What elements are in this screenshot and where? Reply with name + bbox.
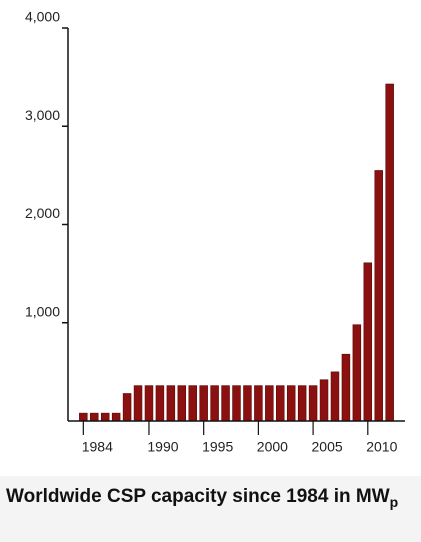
bar <box>385 83 394 422</box>
bar <box>111 412 121 422</box>
bar <box>133 385 143 422</box>
y-tick-label: 3,000 <box>25 107 60 123</box>
bar <box>90 412 99 422</box>
y-tick-label: 4,000 <box>25 9 60 25</box>
bar <box>79 412 88 422</box>
bar <box>210 385 219 422</box>
title-text: Worldwide CSP capacity since 1984 in MW <box>6 486 390 507</box>
bar <box>243 385 252 422</box>
y-tick-label: 2,000 <box>25 205 60 221</box>
bar <box>122 393 132 422</box>
bar <box>144 385 154 422</box>
bar <box>297 385 307 422</box>
bar <box>319 379 329 422</box>
bar <box>177 385 187 422</box>
bar <box>100 412 110 422</box>
x-tick-label: 1995 <box>202 439 233 455</box>
bar <box>352 324 362 422</box>
x-tick-label: 2010 <box>366 439 397 455</box>
bar <box>286 385 296 422</box>
bar <box>276 385 285 422</box>
bar <box>374 170 383 422</box>
bar <box>166 385 176 422</box>
bar <box>199 385 208 422</box>
y-tick-label: 1,000 <box>25 303 60 319</box>
x-tick-label: 2005 <box>312 439 343 455</box>
chart: 1,000 2,000 3,000 4,000 1984 1990 1995 2000 2005… <box>25 9 405 455</box>
bar <box>188 385 197 422</box>
caption-bg <box>0 476 421 542</box>
bar <box>330 371 340 422</box>
bar <box>341 353 351 422</box>
title-subscript: p <box>389 493 399 510</box>
x-tick-label: 1984 <box>82 439 113 455</box>
bar <box>254 385 263 422</box>
bar <box>232 385 241 422</box>
x-tick-label: 1990 <box>147 439 178 455</box>
bar <box>221 385 230 422</box>
x-tick-label: 2000 <box>257 439 288 455</box>
bar <box>308 385 318 422</box>
bar <box>155 385 165 422</box>
chart-title: Worldwide CSP capacity since 1984 in MWp <box>6 484 406 515</box>
bar <box>265 385 274 422</box>
bar <box>363 262 373 422</box>
